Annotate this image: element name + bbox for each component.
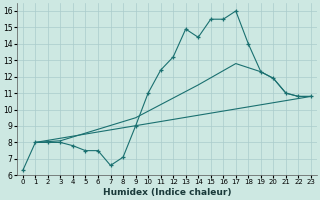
X-axis label: Humidex (Indice chaleur): Humidex (Indice chaleur)	[103, 188, 231, 197]
